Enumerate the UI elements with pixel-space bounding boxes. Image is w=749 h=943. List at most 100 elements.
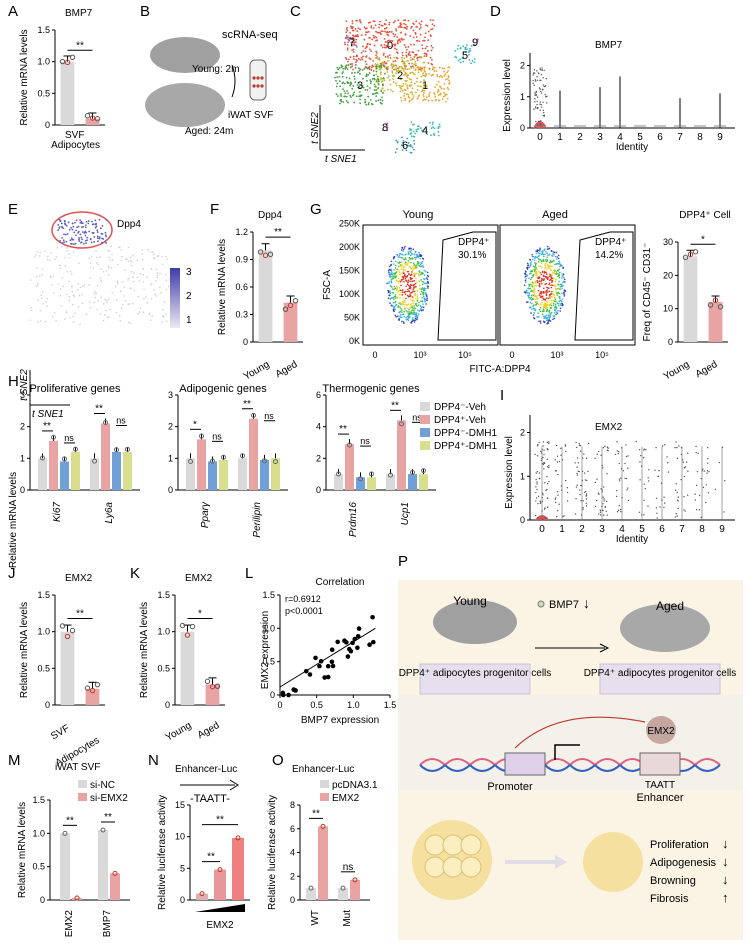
flow-young-point <box>405 303 407 306</box>
tsne-point-1 <box>416 89 419 91</box>
tsne-point-0 <box>429 19 432 21</box>
panel-h-ytick-label: 0 <box>20 485 25 495</box>
flow-aged-point <box>543 272 546 274</box>
flow-young-point <box>427 282 430 284</box>
scatter-point <box>367 642 372 647</box>
tsne-point-0 <box>362 45 364 48</box>
tsne-point-0 <box>351 63 353 65</box>
tsne-point-0 <box>399 38 401 41</box>
flow-aged-point <box>560 283 563 286</box>
tsne-point-0 <box>415 40 418 42</box>
tsne-gray-point <box>150 298 153 300</box>
flow-young-point <box>391 273 394 276</box>
tsne-gray-point <box>42 303 44 305</box>
tsne-point-0 <box>380 44 383 46</box>
flow-aged-point <box>539 310 542 313</box>
violin-point <box>576 472 578 475</box>
tsne-point-3 <box>378 65 381 68</box>
tsne-point-0 <box>393 43 395 46</box>
panel-e-gene: Dpp4 <box>117 219 141 230</box>
violin-point <box>535 80 537 82</box>
violin-point <box>702 486 705 489</box>
violin-point <box>566 486 569 489</box>
tsne-point-2 <box>409 56 412 59</box>
violin-point <box>598 513 600 515</box>
tsne-point-3 <box>354 66 357 69</box>
panel-k-dot <box>209 683 216 690</box>
colorbar-label: 2 <box>186 291 192 302</box>
flow-aged-point <box>540 262 543 265</box>
flow-aged-point <box>548 267 550 269</box>
tsne-gray-point <box>34 254 37 256</box>
tsne-point-3 <box>379 98 382 101</box>
violin-point <box>540 103 543 106</box>
tsne-point-6 <box>411 146 414 149</box>
tsne-gray-point <box>127 303 130 305</box>
tsne-point-1 <box>428 91 431 94</box>
tsne-gray-point <box>165 279 167 282</box>
tsne-point-2 <box>423 61 426 64</box>
flow-young-point <box>397 270 399 273</box>
violin-point <box>598 493 600 496</box>
flow-young-point <box>409 283 412 286</box>
tsne-point-0 <box>403 44 406 46</box>
tsne-point-3 <box>383 65 386 68</box>
flow-young-point <box>396 268 399 270</box>
flow-young-point <box>408 314 410 316</box>
flow-young-point <box>401 278 403 281</box>
flow-aged-point <box>550 293 552 296</box>
tube-dot <box>252 84 256 88</box>
tsne-point-0 <box>373 44 376 47</box>
flow-young-point <box>402 272 405 274</box>
tsne-gray-point <box>129 322 132 325</box>
panel-letter-M: M <box>8 752 21 769</box>
panel-h-dot <box>73 446 78 452</box>
tsne-point-1 <box>444 94 447 97</box>
tsne-gray-point <box>120 307 123 310</box>
panel-h-ytick-label: 2 <box>316 453 321 463</box>
flow-aged-point <box>536 249 539 251</box>
flow-aged-point <box>562 274 565 277</box>
panel-j-dot <box>59 623 66 629</box>
tsne-point-3 <box>358 67 360 70</box>
panel-d-cat: 9 <box>717 132 723 143</box>
flow-young-point <box>408 262 410 264</box>
panel-letter-O: O <box>272 752 284 769</box>
flow-aged-point <box>528 285 531 287</box>
flow-young-point <box>415 281 418 284</box>
tsne-point-0 <box>359 19 361 22</box>
flow-aged-point <box>546 248 549 250</box>
panel-c-ylabel: t SNE2 <box>310 112 321 144</box>
tsne-gray-point <box>66 247 68 249</box>
flow-young-point <box>426 278 429 280</box>
tsne-gray-point <box>39 251 41 254</box>
violin-point <box>626 467 629 469</box>
flow-young-point <box>397 261 399 264</box>
flow-aged-point <box>542 253 545 256</box>
flow-aged-point <box>555 278 557 281</box>
tsne-gray-point <box>72 250 75 253</box>
tsne-point-1 <box>400 88 403 90</box>
flow-aged-point <box>525 301 528 303</box>
flow-young-point <box>422 309 425 311</box>
flow-aged-point <box>562 281 564 284</box>
tsne-point-1 <box>437 80 440 83</box>
violin-point <box>687 452 689 455</box>
scatter-point <box>325 674 331 680</box>
violin-point <box>536 96 539 98</box>
tsne-point-0 <box>352 55 355 58</box>
tsne-point-0 <box>383 27 386 30</box>
flow-aged-point <box>535 271 538 273</box>
flow-young-point <box>420 272 423 275</box>
tsne-point-0 <box>427 39 430 42</box>
tsne-point-1 <box>446 87 449 89</box>
flow-young-point <box>419 265 421 267</box>
violin-point <box>582 500 584 502</box>
flow-young-point <box>389 284 392 287</box>
cluster-label: 6 <box>402 140 408 152</box>
violin-point <box>539 500 541 502</box>
tsne-point-4 <box>423 128 426 131</box>
panel-letter-N: N <box>148 752 159 769</box>
tsne-point-3 <box>364 66 367 68</box>
flow-young-point <box>418 279 420 282</box>
